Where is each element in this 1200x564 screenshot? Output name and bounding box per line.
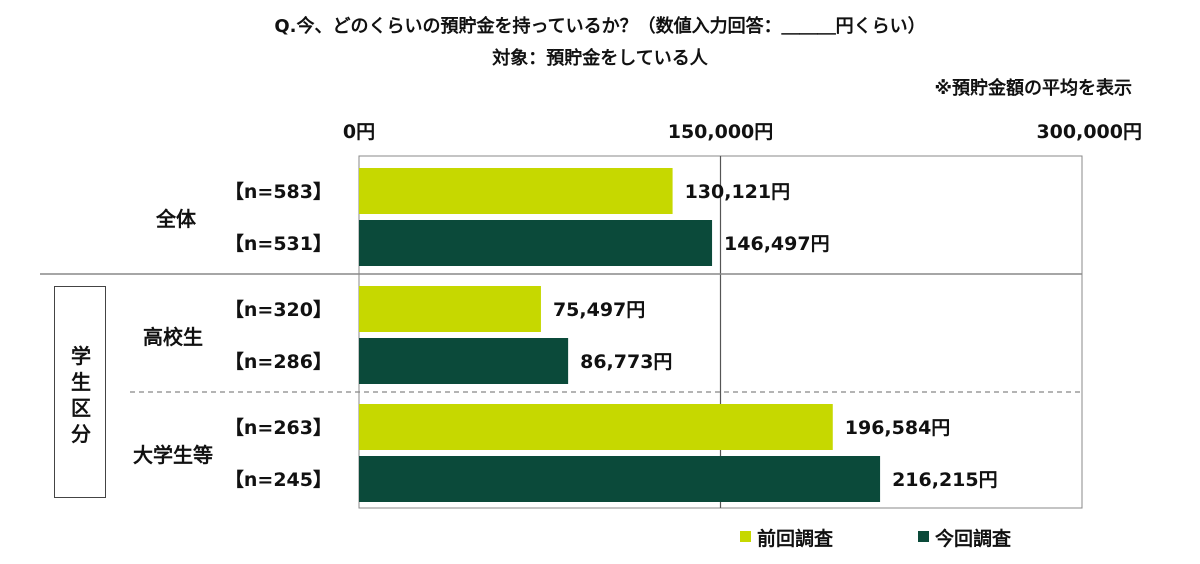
value-label: 146,497円	[724, 233, 830, 255]
value-label: 86,773円	[580, 351, 672, 373]
sample-size-label: 【n=583】	[225, 180, 332, 203]
value-label: 216,215円	[892, 469, 998, 491]
legend-swatch	[740, 531, 751, 542]
sample-size-label: 【n=531】	[225, 232, 332, 255]
bar-prev	[359, 168, 673, 214]
x-tick-label: 300,000円	[1036, 121, 1142, 143]
group-label: 高校生	[143, 325, 203, 349]
value-label: 196,584円	[845, 417, 951, 439]
bar-prev	[359, 286, 541, 332]
sample-size-label: 【n=286】	[225, 350, 332, 373]
value-label: 130,121円	[685, 181, 791, 203]
value-label: 75,497円	[553, 299, 645, 321]
group-label: 大学生等	[133, 443, 213, 467]
student-category-label: 学生区分	[71, 344, 91, 446]
chart-subtitle: 対象：預貯金をしている人	[492, 48, 708, 69]
legend-label: 今回調査	[934, 527, 1012, 550]
x-tick-label: 150,000円	[668, 121, 774, 143]
group-label: 全体	[155, 207, 197, 231]
bar-curr	[359, 220, 713, 266]
chart-note: ※預貯金額の平均を表示	[934, 78, 1133, 99]
sample-size-label: 【n=320】	[225, 298, 332, 321]
bar-prev	[359, 404, 833, 450]
sample-size-label: 【n=263】	[225, 416, 332, 439]
sample-size-label: 【n=245】	[225, 468, 332, 491]
bar-curr	[359, 338, 569, 384]
legend-swatch	[918, 531, 929, 542]
bar-curr	[359, 456, 881, 502]
chart-title: Q.今、どのくらいの預貯金を持っているか？（数値入力回答：＿＿＿円くらい）	[274, 16, 926, 37]
x-tick-label: 0円	[343, 121, 375, 143]
student-category-box: 学生区分	[54, 286, 106, 498]
legend-label: 前回調査	[757, 527, 834, 550]
